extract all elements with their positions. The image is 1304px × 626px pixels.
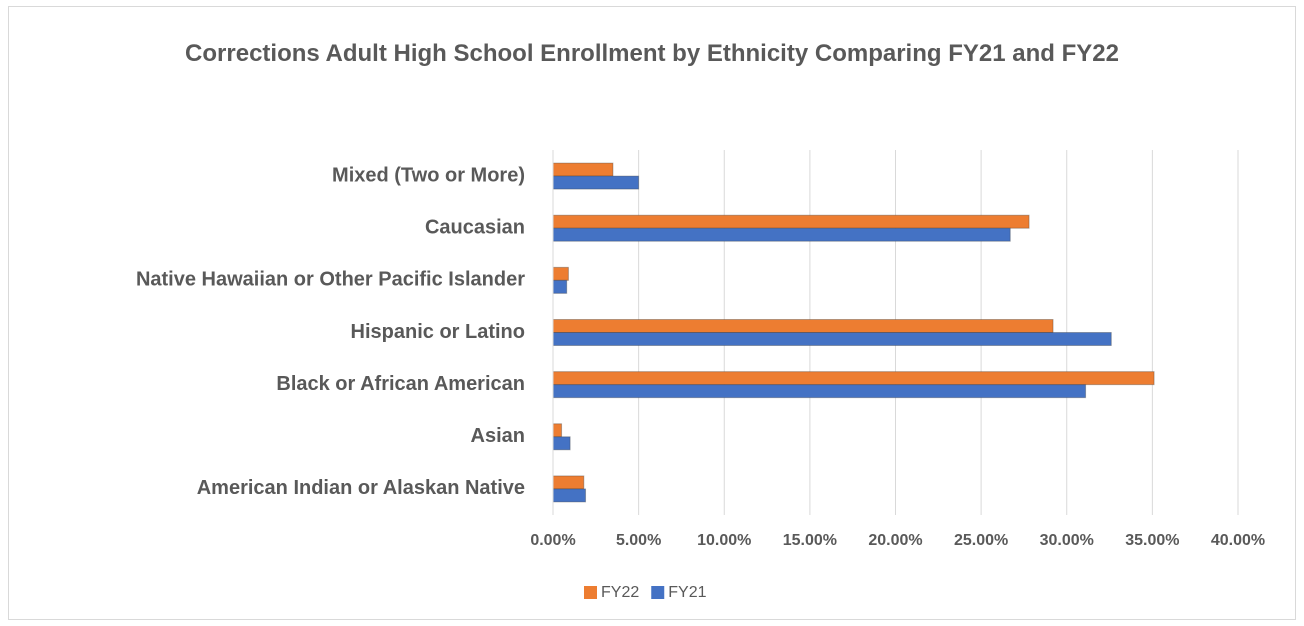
x-tick-label: 25.00% xyxy=(954,532,1008,549)
x-tick-label: 15.00% xyxy=(783,532,837,549)
x-tick-label: 40.00% xyxy=(1211,532,1265,549)
y-tick-label: Black or African American xyxy=(276,373,525,395)
bar xyxy=(552,266,569,281)
y-tick-label: Hispanic or Latino xyxy=(351,321,525,343)
bar xyxy=(552,175,640,190)
bar xyxy=(552,214,1030,229)
x-tick-label: 35.00% xyxy=(1125,532,1179,549)
bar xyxy=(552,319,1054,333)
legend-swatch xyxy=(584,586,597,599)
x-tick-label: 5.00% xyxy=(616,532,661,549)
bar xyxy=(552,436,571,451)
bar xyxy=(552,475,585,490)
x-tick-label: 20.00% xyxy=(868,532,922,549)
bar xyxy=(552,332,1112,346)
x-tick-label: 0.00% xyxy=(530,532,575,549)
bar xyxy=(552,279,568,294)
y-tick-label: Asian xyxy=(471,425,525,447)
legend-swatch xyxy=(651,586,665,599)
legend-label: FY21 xyxy=(668,584,706,601)
bar xyxy=(552,384,1087,399)
legend-label: FY22 xyxy=(601,584,639,601)
bar xyxy=(552,423,563,438)
chart-title: Corrections Adult High School Enrollment… xyxy=(185,40,1119,67)
bar xyxy=(552,162,614,177)
y-tick-label: American Indian or Alaskan Native xyxy=(197,477,525,499)
y-tick-label: Mixed (Two or More) xyxy=(332,164,525,186)
bar xyxy=(552,371,1155,386)
x-tick-label: 10.00% xyxy=(697,532,751,549)
chart-border xyxy=(8,6,1296,620)
bar xyxy=(552,227,1011,242)
y-tick-label: Native Hawaiian or Other Pacific Islande… xyxy=(136,269,525,291)
bar xyxy=(552,488,587,503)
x-tick-label: 30.00% xyxy=(1040,532,1094,549)
y-tick-label: Caucasian xyxy=(425,216,525,238)
